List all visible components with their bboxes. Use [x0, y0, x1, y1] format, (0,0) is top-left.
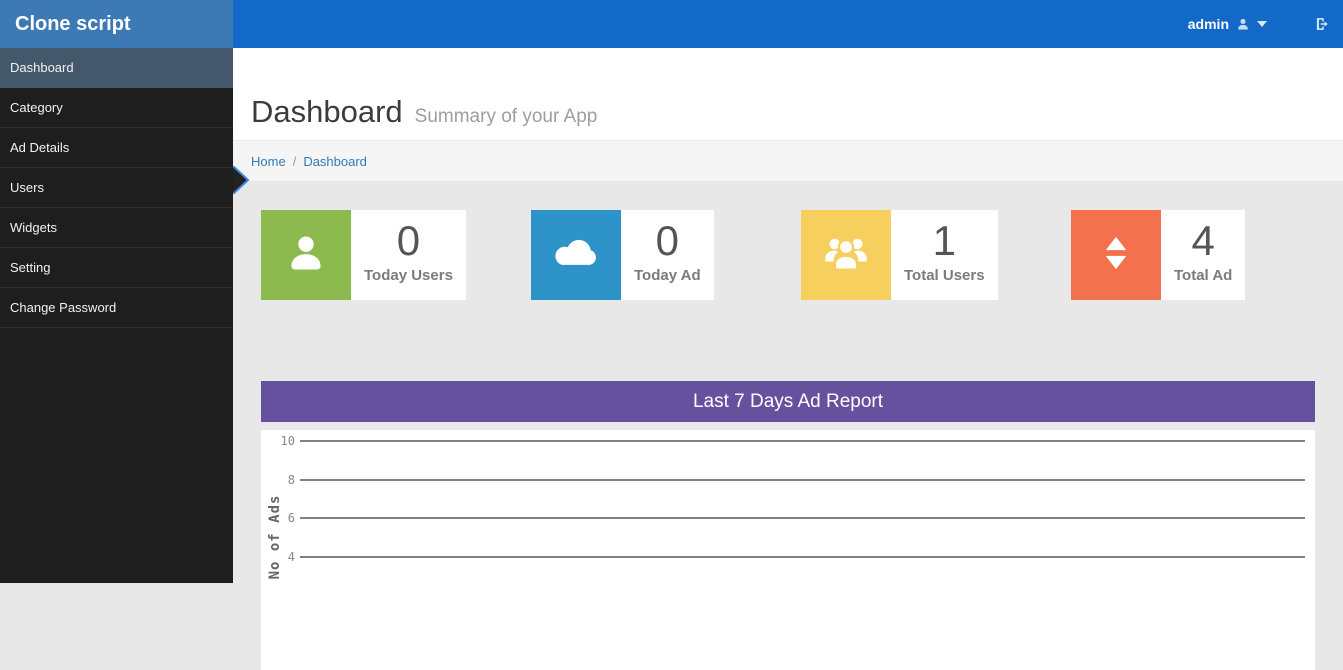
sidebar-item-ad-details[interactable]: Ad Details — [0, 128, 233, 168]
stat-label: Total Ad — [1174, 267, 1233, 284]
chart-y-tick-label: 8 — [287, 472, 295, 487]
chart-gridline — [300, 556, 1305, 559]
stat-body: 0 Today Users — [351, 210, 466, 300]
stat-card-col: 4 Total Ad — [1058, 210, 1328, 300]
report-title: Last 7 Days Ad Report — [692, 390, 884, 412]
chart-y-tick-label: 4 — [287, 550, 295, 565]
user-icon — [283, 230, 329, 281]
stat-label: Total Users — [904, 267, 985, 284]
stat-card-col: 0 Today Users — [248, 210, 518, 300]
breadcrumb-home[interactable]: Home — [251, 153, 286, 169]
stat-card-col: 0 Today Ad — [518, 210, 788, 300]
stat-tile — [531, 210, 621, 300]
sidebar: Dashboard Category Ad Details Users Widg… — [0, 48, 233, 583]
stat-value: 0 — [655, 217, 680, 264]
report-col: Last 7 Days Ad Report No of Ads 10 8 6 4 — [248, 381, 1328, 670]
chart-gridline — [300, 440, 1305, 442]
chart-y-tick-label: 6 — [287, 511, 295, 526]
breadcrumb: Home / Dashboard — [233, 140, 1343, 181]
report-title-bar: Last 7 Days Ad Report — [261, 381, 1315, 422]
chart-gridline — [300, 517, 1305, 520]
stat-card-col: 1 Total Users — [788, 210, 1058, 300]
sort-arrows-icon — [1098, 234, 1134, 277]
chart-y-axis-label: No of Ads — [267, 494, 283, 580]
user-menu-label: admin — [1187, 16, 1229, 32]
sidebar-item-users[interactable]: Users — [0, 168, 233, 208]
breadcrumb-dashboard[interactable]: Dashboard — [303, 153, 367, 169]
sidebar-item-change-password[interactable]: Change Password — [0, 288, 233, 328]
sidebar-item-category[interactable]: Category — [0, 88, 233, 128]
sidebar-item-widgets[interactable]: Widgets — [0, 208, 233, 248]
ad-report-chart: No of Ads 10 8 6 4 — [261, 430, 1315, 670]
page-title: Dashboard — [251, 94, 403, 129]
stat-label: Today Users — [364, 267, 453, 284]
content-area: Dashboard Summary of your App Home / Das… — [233, 48, 1343, 670]
stat-value: 4 — [1191, 217, 1215, 264]
breadcrumb-separator: / — [292, 153, 297, 169]
stat-label: Today Ad — [634, 267, 701, 284]
stat-tile — [261, 210, 351, 300]
top-navbar: Clone script admin — [0, 0, 1343, 48]
chart-gridline — [300, 478, 1305, 481]
cloud-icon — [552, 236, 600, 275]
stat-cards-row: 0 Today Users 0 — [248, 210, 1328, 300]
stat-tile — [1071, 210, 1161, 300]
sidebar-pointer-arrow-icon — [232, 165, 252, 199]
stat-body: 0 Today Ad — [621, 210, 714, 300]
page-header: Dashboard Summary of your App — [233, 48, 1343, 140]
stat-card-total-users: 1 Total Users — [801, 210, 998, 300]
navbar-right: admin — [1188, 0, 1343, 48]
stat-card-today-users: 0 Today Users — [261, 210, 466, 300]
user-icon — [1236, 17, 1250, 31]
stat-card-today-ad: 0 Today Ad — [531, 210, 714, 300]
sidebar-item-setting[interactable]: Setting — [0, 248, 233, 288]
stat-card-total-ad: 4 Total Ad — [1071, 210, 1246, 300]
main-panel: 0 Today Users 0 — [233, 210, 1343, 670]
stat-value: 0 — [396, 217, 421, 264]
users-group-icon — [821, 231, 871, 280]
user-menu[interactable]: admin — [1188, 16, 1267, 32]
stat-body: 1 Total Users — [891, 210, 998, 300]
stat-value: 1 — [932, 217, 956, 264]
caret-down-icon — [1257, 21, 1267, 27]
stat-tile — [801, 210, 891, 300]
report-section: Last 7 Days Ad Report No of Ads 10 8 6 4 — [248, 381, 1328, 670]
sign-out-button[interactable] — [1315, 16, 1331, 32]
stat-body: 4 Total Ad — [1161, 210, 1246, 300]
brand-title[interactable]: Clone script — [0, 0, 233, 48]
page-subtitle: Summary of your App — [414, 106, 598, 127]
sign-out-icon — [1315, 16, 1331, 32]
chart-y-tick-label: 10 — [280, 434, 295, 448]
sidebar-item-dashboard[interactable]: Dashboard — [0, 48, 233, 88]
